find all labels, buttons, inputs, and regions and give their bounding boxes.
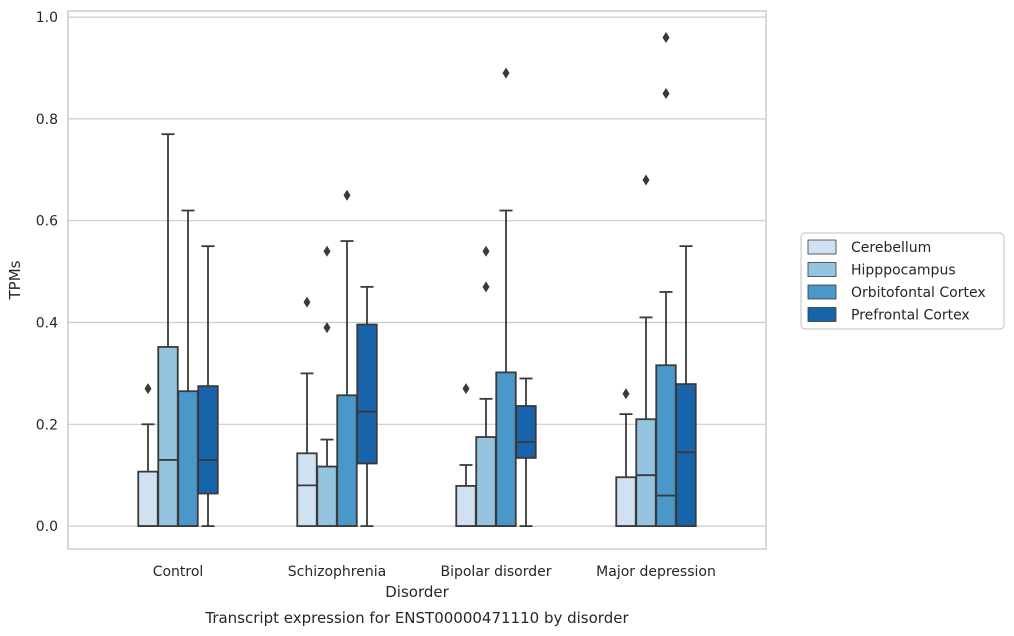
outlier-point (323, 245, 331, 257)
y-tick-label: 0.6 (36, 214, 58, 230)
x-axis-ticks: Control Schizophrenia Bipolar disorder Majo… (153, 564, 716, 580)
outlier-point (502, 67, 510, 79)
y-tick-label: 0.0 (36, 519, 58, 535)
outlier-point (642, 174, 650, 186)
box-iqr (356, 323, 378, 465)
box-iqr (475, 436, 497, 527)
x-axis-label: Disorder (385, 583, 449, 601)
x-tick-label: Bipolar disorder (440, 564, 551, 580)
legend-label: Cerebellum (851, 240, 931, 256)
legend-label: Hipppocampus (851, 263, 956, 279)
box-cerebellum (615, 388, 637, 527)
outlier-point (323, 322, 331, 334)
outlier-point (662, 31, 670, 43)
y-tick-label: 0.8 (36, 112, 58, 128)
box-cerebellum (137, 383, 159, 527)
box-iqr (455, 484, 477, 527)
box-iqr (615, 476, 637, 527)
box-orbitofontal-cortex (177, 209, 199, 527)
box-hipppocampus (157, 133, 179, 527)
box-iqr (177, 390, 199, 527)
box-iqr (197, 385, 219, 495)
y-tick-label: 1.0 (36, 10, 58, 26)
x-tick-label: Control (153, 564, 204, 580)
outlier-point (343, 189, 351, 201)
outlier-point (662, 87, 670, 99)
outlier-point (482, 245, 490, 257)
box-iqr (655, 364, 677, 527)
outlier-point (462, 383, 470, 395)
outlier-point (303, 296, 311, 308)
x-tick-label: Schizophrenia (288, 564, 386, 580)
legend-swatch (807, 239, 837, 255)
plot-frame (67, 10, 767, 550)
box-orbitofontal-cortex (655, 31, 677, 527)
legend-swatch (807, 307, 837, 322)
y-tick-label: 0.4 (36, 316, 58, 332)
box-orbitofontal-cortex (495, 67, 517, 527)
outlier-point (622, 388, 630, 400)
box-iqr (316, 465, 338, 527)
box-iqr (137, 470, 159, 527)
box-cerebellum (296, 296, 318, 527)
outlier-point (144, 383, 152, 395)
chart-caption: Transcript expression for ENST0000047111… (204, 609, 629, 627)
box-hipppocampus (316, 245, 338, 527)
legend-label: Prefrontal Cortex (851, 308, 970, 324)
box-iqr (635, 418, 657, 527)
legend-swatch (807, 284, 837, 300)
box-iqr (296, 452, 318, 527)
box-iqr (157, 346, 179, 527)
box-iqr (495, 371, 517, 527)
legend-swatch (807, 262, 837, 277)
legend-frame (800, 232, 1005, 330)
box-iqr (336, 394, 358, 527)
box-hipppocampus (635, 174, 657, 527)
box-prefrontal-cortex (515, 377, 537, 527)
box-iqr (515, 405, 537, 459)
x-tick-label: Major depression (596, 564, 716, 580)
legend-label: Orbitofontal Cortex (851, 285, 986, 301)
y-axis-ticks: 0.0 0.2 0.4 0.6 0.8 1.0 (36, 10, 58, 535)
y-axis-label: TPMs (6, 260, 24, 300)
box-iqr (675, 383, 697, 527)
box-prefrontal-cortex (675, 245, 697, 527)
y-tick-label: 0.2 (36, 417, 58, 433)
box-plot-area (137, 31, 697, 527)
outlier-point (482, 281, 490, 293)
box-orbitofontal-cortex (336, 189, 358, 527)
box-hipppocampus (475, 245, 497, 527)
box-prefrontal-cortex (356, 285, 378, 527)
box-prefrontal-cortex (197, 245, 219, 527)
box-cerebellum (455, 383, 477, 527)
legend: Cerebellum Hipppocampus Orbitofontal Corte… (800, 232, 1005, 330)
